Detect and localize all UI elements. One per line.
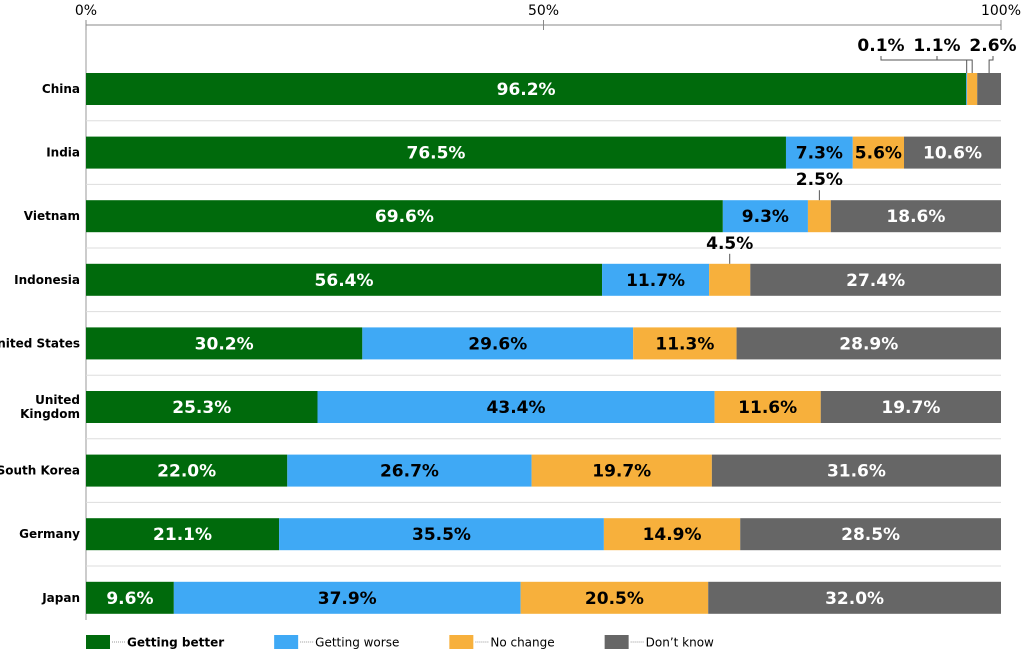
y-tick-label: United States	[0, 336, 80, 350]
y-tick-label: Germany	[19, 527, 80, 541]
value-label: 32.0%	[825, 589, 884, 609]
legend-label: Don’t know	[646, 636, 714, 650]
bar-segment	[86, 263, 603, 296]
x-tick-label: 100%	[981, 3, 1021, 19]
bar-segment	[520, 581, 709, 614]
bar-segment	[722, 200, 808, 233]
value-label: 27.4%	[846, 271, 905, 291]
legend-swatch	[274, 635, 299, 649]
value-label: 37.9%	[318, 589, 377, 609]
value-label: 25.3%	[172, 398, 231, 418]
bar-segment	[86, 327, 363, 360]
bar-segment	[904, 136, 1001, 169]
bar-segment	[86, 136, 786, 169]
legend-swatch	[604, 635, 629, 649]
legend-label: Getting better	[127, 636, 224, 650]
bar-segment	[830, 200, 1001, 233]
value-label: 56.4%	[315, 271, 374, 291]
bar-segment	[287, 454, 532, 487]
bar-segment	[714, 391, 821, 423]
bar-segment	[750, 263, 1001, 296]
value-label: 28.5%	[841, 525, 900, 545]
bar-segment	[86, 200, 723, 233]
value-label: 96.2%	[497, 80, 556, 100]
bar-segment	[86, 454, 288, 487]
bar-segment	[736, 327, 1001, 360]
bar-segment	[86, 73, 967, 105]
y-tick-label: China	[42, 82, 80, 96]
leader-line	[936, 56, 973, 73]
value-label: 26.7%	[380, 462, 439, 482]
value-label: 11.7%	[626, 271, 685, 291]
legend-swatch	[86, 635, 110, 649]
value-label: 21.1%	[153, 525, 212, 545]
value-label: 19.7%	[881, 398, 940, 418]
bar-segment	[362, 327, 634, 360]
value-label: 7.3%	[796, 144, 843, 164]
value-label: 4.5%	[706, 234, 753, 254]
bar-segment	[603, 518, 741, 551]
legend-swatch	[449, 635, 474, 649]
value-label: 9.6%	[106, 589, 153, 609]
value-label: 30.2%	[195, 334, 254, 354]
bar-segment	[709, 263, 751, 296]
bar-segment	[317, 391, 715, 423]
bar-segment	[633, 327, 737, 360]
bar-segment	[86, 581, 174, 614]
legend-label: No change	[490, 636, 554, 650]
value-label: 2.6%	[969, 36, 1016, 56]
bar-segment	[785, 136, 853, 169]
bar-segment	[86, 518, 280, 551]
y-tick-label: Indonesia	[14, 272, 80, 286]
bar-segment	[967, 73, 978, 105]
bar-segment	[711, 454, 1001, 487]
value-label: 22.0%	[157, 462, 216, 482]
value-label: 10.6%	[923, 144, 982, 164]
bar-segment	[807, 200, 831, 233]
leader-line	[988, 56, 994, 73]
value-label: 14.9%	[643, 525, 702, 545]
y-tick-label: United Kingdom	[20, 393, 80, 421]
value-label: 18.6%	[886, 207, 945, 227]
bar-segment	[173, 581, 521, 614]
value-label: 28.9%	[839, 334, 898, 354]
x-tick-label: 50%	[528, 3, 559, 19]
value-label: 31.6%	[827, 462, 886, 482]
value-label: 20.5%	[585, 589, 644, 609]
value-label: 35.5%	[412, 525, 471, 545]
bar-segment	[966, 73, 968, 105]
bar-segment	[531, 454, 712, 487]
value-label: 5.6%	[855, 144, 902, 164]
value-label: 69.6%	[375, 207, 434, 227]
leader-line	[880, 56, 968, 73]
bar-segment	[820, 391, 1001, 423]
value-label: 9.3%	[742, 207, 789, 227]
value-label: 2.5%	[796, 170, 843, 190]
value-label: 19.7%	[592, 462, 651, 482]
bar-segment	[279, 518, 604, 551]
value-label: 29.6%	[468, 334, 527, 354]
value-label: 76.5%	[406, 144, 465, 164]
legend-label: Getting worse	[315, 636, 399, 650]
y-tick-label: India	[46, 145, 80, 159]
value-label: 11.6%	[738, 398, 797, 418]
bar-segment	[852, 136, 905, 169]
value-label: 1.1%	[913, 36, 960, 56]
y-tick-label: Vietnam	[24, 209, 80, 223]
x-tick-label: 0%	[75, 3, 97, 19]
value-label: 43.4%	[487, 398, 546, 418]
value-label: 11.3%	[655, 334, 714, 354]
value-label: 0.1%	[857, 36, 904, 56]
bar-segment	[602, 263, 710, 296]
bar-segment	[740, 518, 1001, 551]
y-tick-label: South Korea	[0, 463, 80, 477]
bar-segment	[977, 73, 1001, 105]
bar-segment	[708, 581, 1001, 614]
bar-segment	[86, 391, 318, 423]
y-tick-label: Japan	[41, 590, 80, 604]
